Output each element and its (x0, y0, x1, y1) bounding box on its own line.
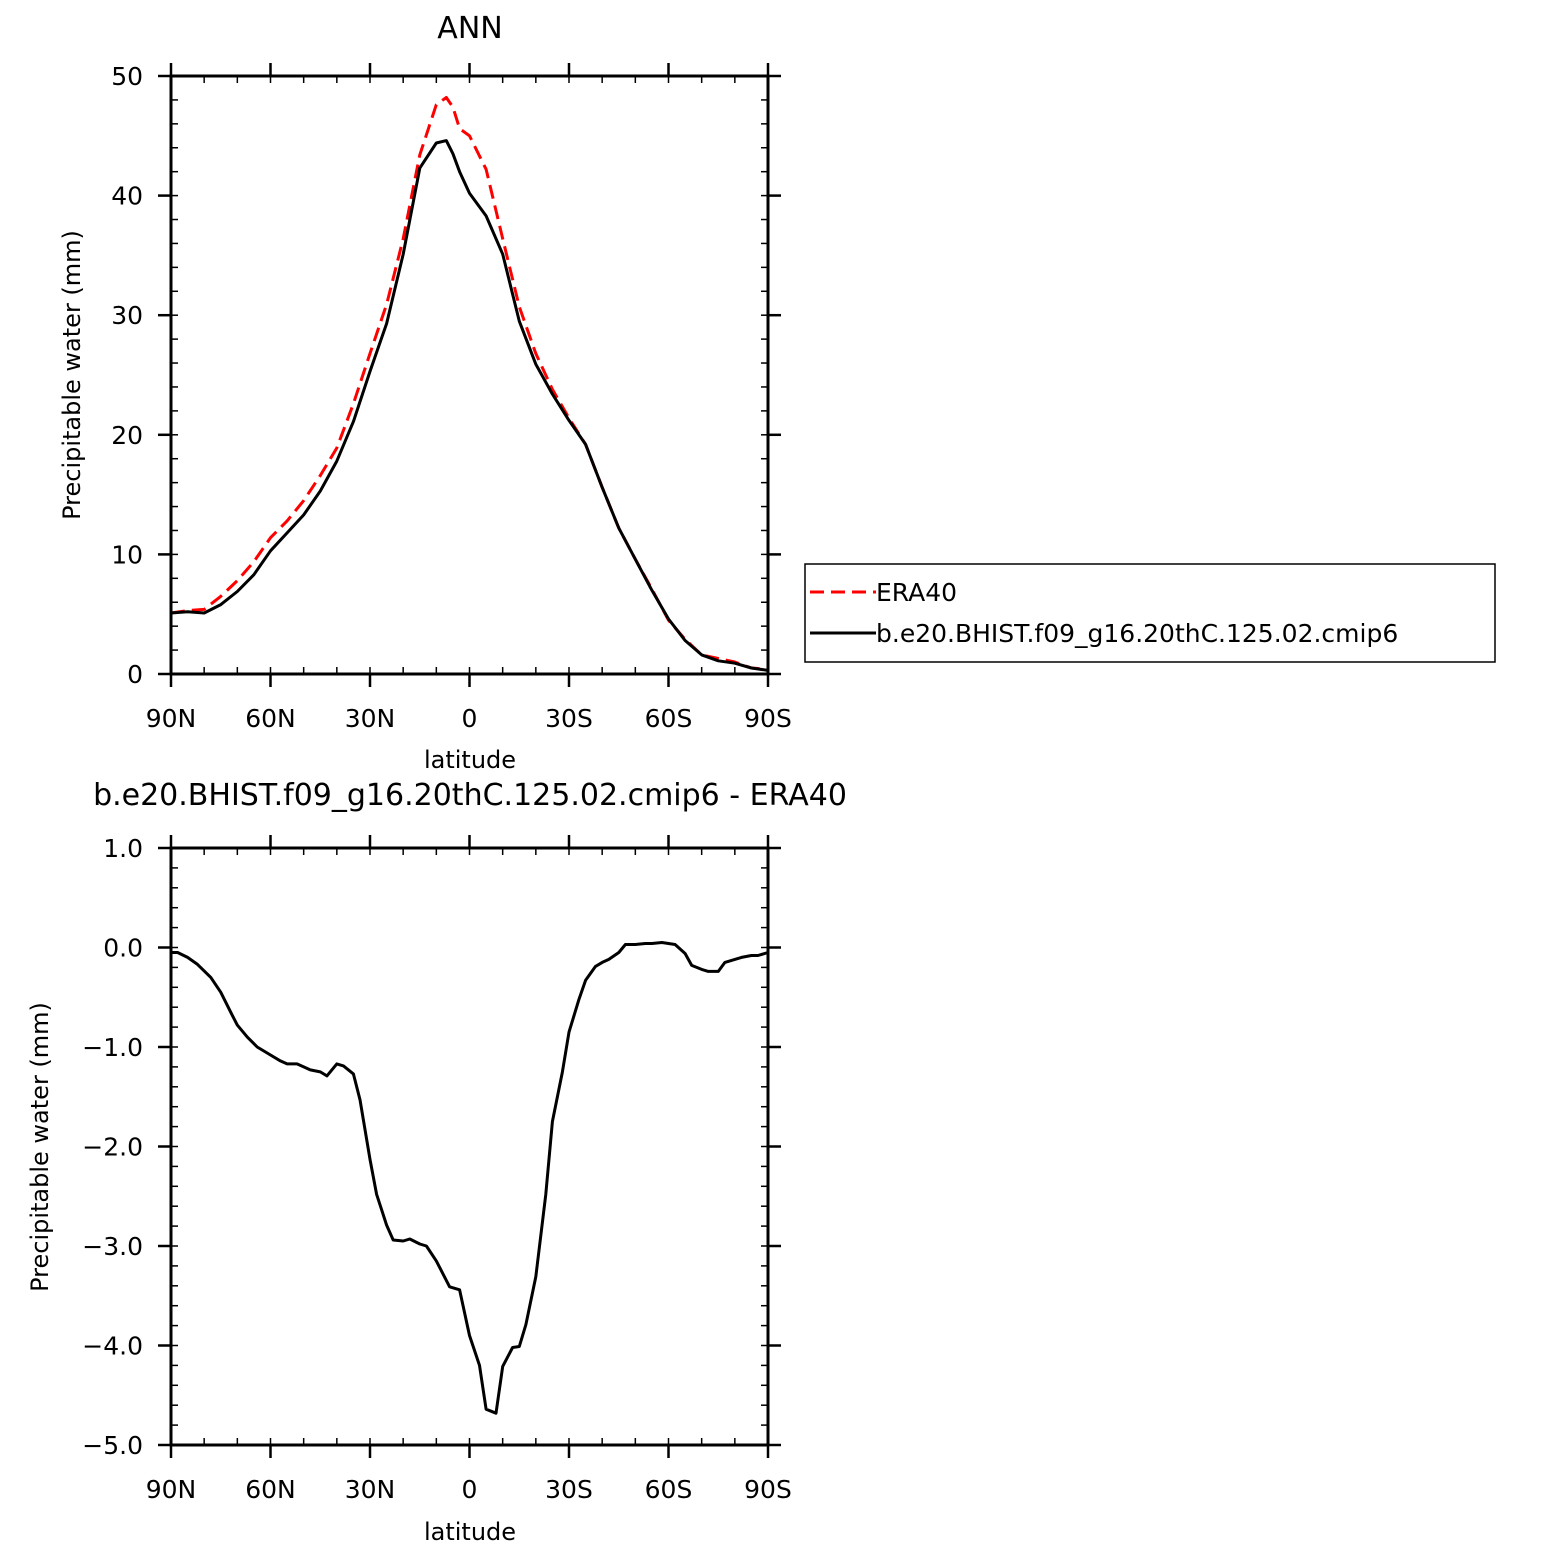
bottom-y-tick-label: −4.0 (82, 1332, 143, 1361)
bottom-x-tick-label: 90N (146, 1475, 197, 1504)
top-y-tick-label: 20 (111, 421, 143, 450)
bottom-x-tick-label: 60S (645, 1475, 693, 1504)
top-plot-lines (170, 96, 769, 672)
bottom-x-tick-label: 0 (462, 1475, 478, 1504)
top-plot-frame (169, 74, 770, 676)
bottom-y-tick-label: −3.0 (82, 1232, 143, 1261)
bottom-axis-ticks (158, 835, 781, 1458)
legend-box (804, 563, 1496, 663)
bottom-series-line-0 (171, 941, 769, 1415)
bottom-plot-frame (169, 846, 770, 1447)
top-x-tick-label: 0 (462, 704, 478, 733)
top-x-tick-label: 90N (146, 704, 197, 733)
bottom-plot-lines (171, 941, 769, 1415)
top-x-tick-label: 30N (345, 704, 396, 733)
bottom-y-tick-label: 0.0 (103, 934, 143, 963)
top-panel: ANN 0 10 20 30 40 50 90N 60N 30N 0 30S 60S 90S latit… (58, 11, 792, 774)
top-y-tick-label: 40 (111, 182, 143, 211)
top-axis-ticks (158, 63, 781, 687)
bottom-x-axis-label: latitude (424, 1518, 516, 1546)
top-series-line-0 (170, 96, 769, 671)
top-y-tick-label: 10 (111, 540, 143, 569)
top-x-axis-label: latitude (424, 746, 516, 774)
top-y-tick-label: 50 (111, 62, 143, 91)
bottom-x-tick-label: 30N (345, 1475, 396, 1504)
bottom-panel: b.e20.BHIST.f09_g16.20thC.125.02.cmip6 -… (26, 778, 847, 1546)
bottom-y-tick-label: −2.0 (82, 1133, 143, 1162)
bottom-y-tick-label: −5.0 (82, 1431, 143, 1460)
top-x-tick-label: 60S (645, 704, 693, 733)
top-y-tick-label: 0 (127, 660, 143, 689)
bottom-y-axis-label: Precipitable water (mm) (26, 1002, 54, 1292)
bottom-x-tick-label: 90S (744, 1475, 792, 1504)
top-series-line-1 (170, 139, 769, 672)
top-y-tick-label: 30 (111, 301, 143, 330)
top-plot-title: ANN (437, 11, 502, 46)
top-y-axis-label: Precipitable water (mm) (58, 230, 86, 520)
legend: ERA40 b.e20.BHIST.f09_g16.20thC.125.02.c… (804, 563, 1496, 663)
top-x-tick-label: 30S (545, 704, 593, 733)
bottom-y-tick-label: 1.0 (103, 834, 143, 863)
legend-label-model: b.e20.BHIST.f09_g16.20thC.125.02.cmip6 (876, 619, 1398, 648)
top-tick-labels: 0 10 20 30 40 50 90N 60N 30N 0 30S 60S 90S (111, 62, 792, 733)
bottom-x-tick-label: 30S (545, 1475, 593, 1504)
top-x-tick-label: 60N (245, 704, 296, 733)
top-x-tick-label: 90S (744, 704, 792, 733)
bottom-plot-title: b.e20.BHIST.f09_g16.20thC.125.02.cmip6 -… (93, 778, 847, 813)
bottom-x-tick-label: 60N (245, 1475, 296, 1504)
legend-label-era40: ERA40 (876, 578, 957, 607)
bottom-y-tick-label: −1.0 (82, 1033, 143, 1062)
